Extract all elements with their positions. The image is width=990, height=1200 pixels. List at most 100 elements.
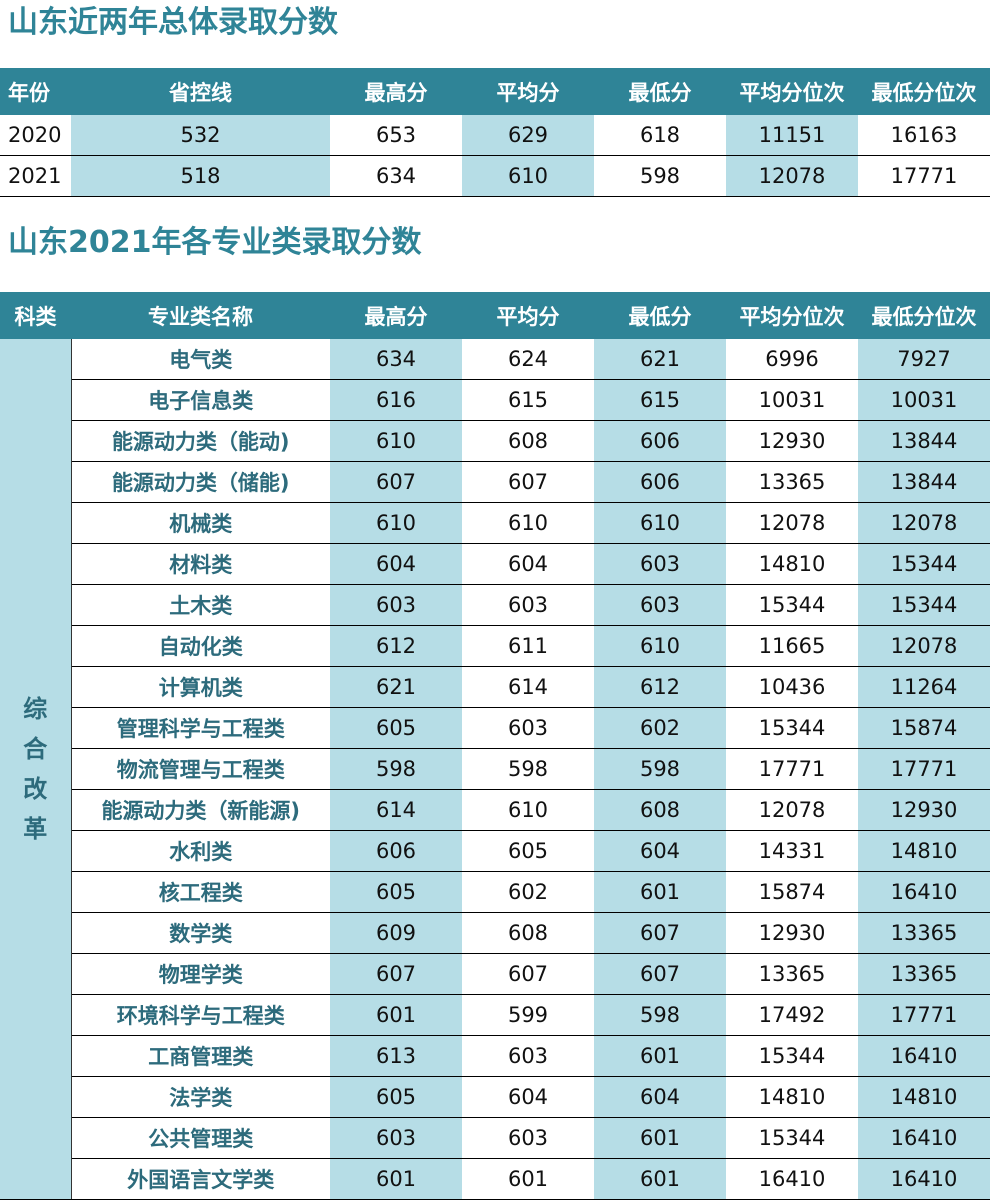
avg-score-cell: 610 bbox=[462, 789, 594, 831]
avg-score-cell: 610 bbox=[462, 502, 594, 544]
max-score-cell: 603 bbox=[330, 1117, 462, 1159]
avg-rank-cell: 10436 bbox=[726, 666, 858, 708]
major-name-cell: 电气类 bbox=[71, 339, 330, 380]
major-name-cell: 环境科学与工程类 bbox=[71, 994, 330, 1036]
major-name-cell: 公共管理类 bbox=[71, 1117, 330, 1159]
max-score-cell: 613 bbox=[330, 1035, 462, 1077]
header-min-rank: 最低分位次 bbox=[858, 292, 990, 339]
header-min-score: 最低分 bbox=[594, 68, 726, 115]
table-row: 环境科学与工程类 601 599 598 17492 17771 bbox=[0, 994, 990, 1036]
max-score-cell: 605 bbox=[330, 707, 462, 749]
year-cell: 2020 bbox=[0, 115, 71, 156]
table-row: 水利类 606 605 604 14331 14810 bbox=[0, 830, 990, 872]
avg-rank-cell: 17492 bbox=[726, 994, 858, 1036]
min-rank-cell: 16410 bbox=[858, 1117, 990, 1159]
max-score-cell: 601 bbox=[330, 994, 462, 1036]
max-score-cell: 607 bbox=[330, 953, 462, 995]
min-score-cell: 601 bbox=[594, 1117, 726, 1159]
table-row: 2021 518 634 610 598 12078 17771 bbox=[0, 155, 990, 197]
min-rank-cell: 13365 bbox=[858, 912, 990, 954]
min-rank-cell: 16410 bbox=[858, 871, 990, 913]
table-row: 土木类 603 603 603 15344 15344 bbox=[0, 584, 990, 626]
major-name-cell: 计算机类 bbox=[71, 666, 330, 708]
min-rank-cell: 15344 bbox=[858, 584, 990, 626]
max-score-cell: 614 bbox=[330, 789, 462, 831]
header-max-score: 最高分 bbox=[330, 68, 462, 115]
section2-title: 山东2021年各专业类录取分数 bbox=[8, 225, 422, 260]
avg-rank-cell: 14331 bbox=[726, 830, 858, 872]
max-score-cell: 612 bbox=[330, 625, 462, 667]
avg-rank-cell: 15344 bbox=[726, 1035, 858, 1077]
min-score-cell: 604 bbox=[594, 1076, 726, 1118]
min-rank-cell: 12930 bbox=[858, 789, 990, 831]
avg-rank-cell: 15344 bbox=[726, 707, 858, 749]
table-row: 法学类 605 604 604 14810 14810 bbox=[0, 1076, 990, 1118]
avg-score-cell: 611 bbox=[462, 625, 594, 667]
table-header-row: 年份 省控线 最高分 平均分 最低分 平均分位次 最低分位次 bbox=[0, 68, 990, 115]
avg-score-cell: 599 bbox=[462, 994, 594, 1036]
min-score-cell: 606 bbox=[594, 420, 726, 462]
table-row: 能源动力类（能动) 610 608 606 12930 13844 bbox=[0, 420, 990, 462]
table-row: 材料类 604 604 603 14810 15344 bbox=[0, 543, 990, 585]
table-row: 机械类 610 610 610 12078 12078 bbox=[0, 502, 990, 544]
min-rank-cell: 14810 bbox=[858, 1076, 990, 1118]
min-rank-cell: 17771 bbox=[858, 748, 990, 790]
header-avg-rank: 平均分位次 bbox=[726, 292, 858, 339]
major-name-cell: 自动化类 bbox=[71, 625, 330, 667]
major-name-cell: 核工程类 bbox=[71, 871, 330, 913]
max-score-cell: 601 bbox=[330, 1158, 462, 1200]
max-score-cell: 610 bbox=[330, 502, 462, 544]
major-name-cell: 物流管理与工程类 bbox=[71, 748, 330, 790]
min-rank-cell: 12078 bbox=[858, 502, 990, 544]
min-score-cell: 621 bbox=[594, 339, 726, 380]
table-row: 物流管理与工程类 598 598 598 17771 17771 bbox=[0, 748, 990, 790]
header-min-score: 最低分 bbox=[594, 292, 726, 339]
avg-score-cell: 608 bbox=[462, 912, 594, 954]
avg-rank-cell: 12930 bbox=[726, 912, 858, 954]
min-rank-cell: 14810 bbox=[858, 830, 990, 872]
min-rank-cell: 10031 bbox=[858, 379, 990, 421]
min-score-cell: 606 bbox=[594, 461, 726, 503]
min-score-cell: 607 bbox=[594, 912, 726, 954]
min-score-cell: 612 bbox=[594, 666, 726, 708]
category-cell: 综合改革 bbox=[0, 339, 72, 1200]
avg-score-cell: 602 bbox=[462, 871, 594, 913]
table-row: 计算机类 621 614 612 10436 11264 bbox=[0, 666, 990, 708]
max-score-cell: 607 bbox=[330, 461, 462, 503]
max-score-cell: 606 bbox=[330, 830, 462, 872]
avg-rank-cell: 6996 bbox=[726, 339, 858, 380]
max-score-cell: 603 bbox=[330, 584, 462, 626]
avg-rank-cell: 11665 bbox=[726, 625, 858, 667]
avg-score-cell: 604 bbox=[462, 1076, 594, 1118]
header-min-rank: 最低分位次 bbox=[858, 68, 990, 115]
table-row: 公共管理类 603 603 601 15344 16410 bbox=[0, 1117, 990, 1159]
major-name-cell: 外国语言文学类 bbox=[71, 1158, 330, 1200]
min-rank-cell: 12078 bbox=[858, 625, 990, 667]
min-score-cell: 603 bbox=[594, 543, 726, 585]
header-control-line: 省控线 bbox=[71, 68, 330, 115]
major-name-cell: 管理科学与工程类 bbox=[71, 707, 330, 749]
control-line-cell: 532 bbox=[71, 115, 330, 156]
major-name-cell: 能源动力类（能动) bbox=[71, 420, 330, 462]
major-name-cell: 能源动力类（储能) bbox=[71, 461, 330, 503]
year-cell: 2021 bbox=[0, 155, 71, 197]
major-name-cell: 能源动力类（新能源) bbox=[71, 789, 330, 831]
min-rank-cell: 17771 bbox=[858, 994, 990, 1036]
min-score-cell: 603 bbox=[594, 584, 726, 626]
max-score-cell: 605 bbox=[330, 871, 462, 913]
min-score-cell: 601 bbox=[594, 871, 726, 913]
avg-score-cell: 603 bbox=[462, 584, 594, 626]
category-label: 综合改革 bbox=[23, 695, 48, 843]
min-score-cell: 598 bbox=[594, 155, 726, 197]
avg-score-cell: 603 bbox=[462, 1117, 594, 1159]
max-score-cell: 604 bbox=[330, 543, 462, 585]
avg-score-cell: 614 bbox=[462, 666, 594, 708]
min-rank-cell: 16163 bbox=[858, 115, 990, 156]
table-row: 数学类 609 608 607 12930 13365 bbox=[0, 912, 990, 954]
min-score-cell: 610 bbox=[594, 502, 726, 544]
max-score-cell: 634 bbox=[330, 339, 462, 380]
table-row: 物理学类 607 607 607 13365 13365 bbox=[0, 953, 990, 995]
major-name-cell: 土木类 bbox=[71, 584, 330, 626]
avg-score-cell: 610 bbox=[462, 155, 594, 197]
avg-rank-cell: 15344 bbox=[726, 1117, 858, 1159]
